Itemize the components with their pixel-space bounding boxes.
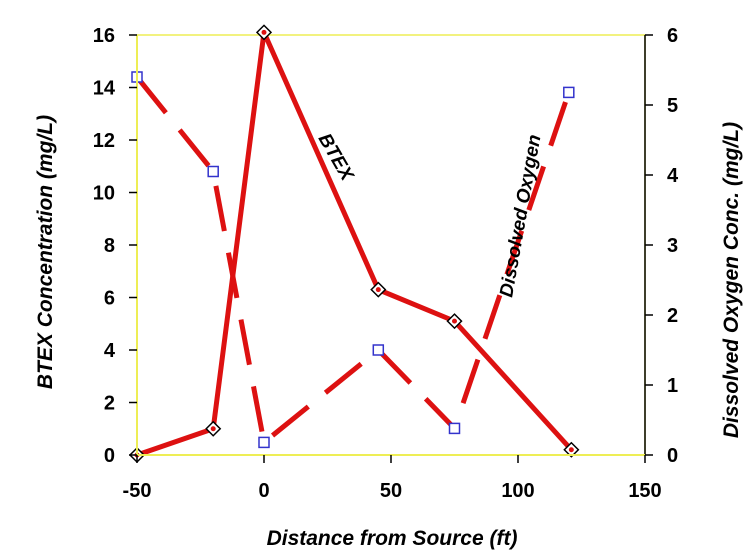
y-left-tick-label: 0: [104, 445, 115, 467]
x-axis-title: Distance from Source (ft): [267, 527, 518, 550]
y-right-tick-label: 4: [667, 165, 679, 187]
y-left-tick-label: 16: [93, 25, 115, 47]
x-tick-label: -50: [123, 480, 152, 502]
y-left-tick-label: 8: [104, 235, 115, 257]
data-point-center-btex: [375, 287, 381, 293]
y-left-tick-label: 10: [93, 183, 115, 205]
y-right-tick-label: 3: [667, 235, 678, 257]
x-tick-label: 100: [501, 480, 534, 502]
y-right-tick-label: 6: [667, 25, 678, 47]
data-point-center-btex: [261, 29, 267, 35]
series-line-btex: [136, 29, 574, 458]
y-right-tick-label: 5: [667, 95, 678, 117]
series-line-dissolved-oxygen: [135, 75, 572, 445]
series-label-dissolved-oxygen: Dissolved Oxygen: [496, 133, 545, 299]
y-left-axis-title: BTEX Concentration (mg/L): [34, 115, 57, 389]
data-point-center-btex: [568, 447, 574, 453]
data-point-dissolved-oxygen: [207, 165, 219, 178]
y-right-axis-title: Dissolved Oxygen Conc. (mg/L): [720, 122, 743, 438]
x-tick-label: 150: [628, 480, 661, 502]
y-left-tick-label: 6: [104, 288, 115, 310]
y-right-tick-label: 2: [667, 305, 678, 327]
data-point-dissolved-oxygen: [372, 344, 385, 356]
x-tick-label: 50: [380, 480, 402, 502]
data-point-center-btex: [452, 318, 457, 324]
data-point-center-btex: [210, 426, 216, 432]
series-layer: [135, 29, 574, 458]
y-left-tick-label: 2: [104, 393, 115, 415]
data-point-dissolved-oxygen: [448, 422, 461, 435]
data-point-dissolved-oxygen: [563, 86, 575, 99]
y-left-tick-label: 4: [104, 340, 116, 362]
x-tick-label: 0: [258, 480, 269, 502]
y-left-tick-label: 14: [93, 78, 116, 100]
y-right-tick-label: 1: [667, 375, 678, 397]
y-left-tick-label: 12: [93, 130, 115, 152]
data-point-dissolved-oxygen: [258, 436, 270, 449]
y-right-tick-label: 0: [667, 445, 678, 467]
